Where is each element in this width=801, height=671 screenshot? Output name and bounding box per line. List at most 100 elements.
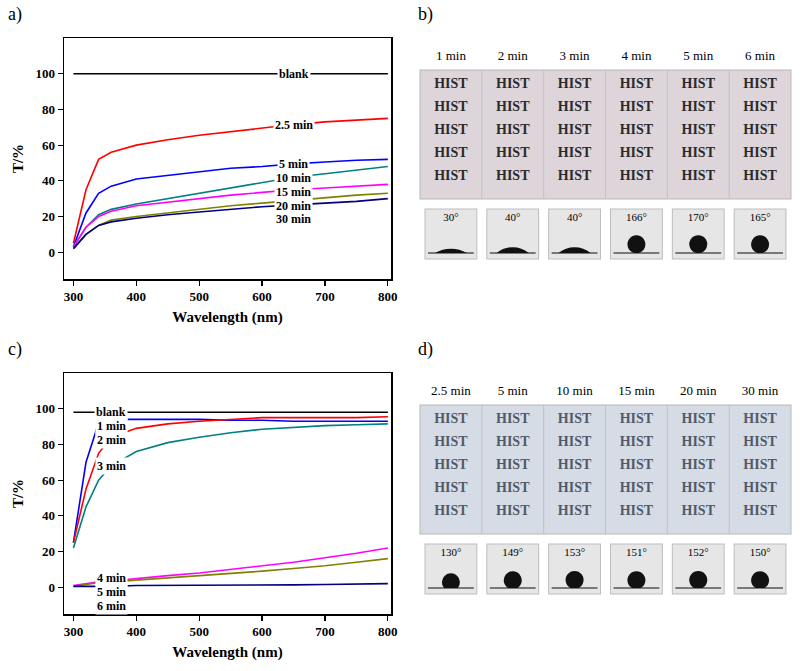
svg-text:HIST: HIST <box>743 168 777 183</box>
svg-text:0: 0 <box>48 580 55 595</box>
svg-text:HIST: HIST <box>743 457 777 472</box>
svg-text:400: 400 <box>127 289 147 304</box>
svg-text:HIST: HIST <box>434 411 468 426</box>
svg-text:HIST: HIST <box>558 122 592 137</box>
svg-text:40°: 40° <box>567 211 582 223</box>
svg-text:HIST: HIST <box>620 503 654 518</box>
svg-text:HIST: HIST <box>620 457 654 472</box>
svg-text:300: 300 <box>64 289 84 304</box>
svg-text:500: 500 <box>189 624 209 639</box>
svg-text:HIST: HIST <box>496 457 530 472</box>
svg-text:HIST: HIST <box>434 480 468 495</box>
svg-text:10 min: 10 min <box>276 171 311 185</box>
svg-text:Wavelength (nm): Wavelength (nm) <box>172 644 282 661</box>
svg-text:HIST: HIST <box>496 145 530 160</box>
svg-text:20: 20 <box>42 209 55 224</box>
svg-text:2.5 min: 2.5 min <box>275 118 313 132</box>
svg-text:5 min: 5 min <box>498 383 528 398</box>
svg-text:10 min: 10 min <box>556 383 593 398</box>
svg-text:1 min: 1 min <box>436 48 466 63</box>
svg-text:6 min: 6 min <box>97 599 126 613</box>
svg-text:130°: 130° <box>440 546 461 558</box>
svg-text:60: 60 <box>42 138 55 153</box>
svg-text:HIST: HIST <box>682 122 716 137</box>
svg-text:151°: 151° <box>626 546 647 558</box>
svg-text:20: 20 <box>42 544 55 559</box>
svg-text:HIST: HIST <box>743 99 777 114</box>
svg-text:152°: 152° <box>688 546 709 558</box>
svg-text:100: 100 <box>35 401 55 416</box>
svg-text:40: 40 <box>42 173 55 188</box>
svg-text:HIST: HIST <box>743 145 777 160</box>
svg-text:HIST: HIST <box>496 480 530 495</box>
svg-text:HIST: HIST <box>496 168 530 183</box>
svg-text:HIST: HIST <box>620 99 654 114</box>
svg-text:4 min: 4 min <box>621 48 651 63</box>
svg-text:170°: 170° <box>688 211 709 223</box>
svg-text:HIST: HIST <box>682 480 716 495</box>
svg-text:HIST: HIST <box>620 411 654 426</box>
svg-text:600: 600 <box>252 624 272 639</box>
svg-text:HIST: HIST <box>496 99 530 114</box>
svg-text:HIST: HIST <box>743 503 777 518</box>
svg-text:HIST: HIST <box>434 122 468 137</box>
svg-text:40: 40 <box>42 508 55 523</box>
svg-text:400: 400 <box>127 624 147 639</box>
svg-text:1 min: 1 min <box>97 419 126 433</box>
svg-text:153°: 153° <box>564 546 585 558</box>
svg-text:2 min: 2 min <box>97 433 126 447</box>
svg-text:20 min: 20 min <box>680 383 717 398</box>
svg-text:20 min: 20 min <box>276 199 311 213</box>
svg-text:HIST: HIST <box>434 99 468 114</box>
svg-text:300: 300 <box>64 624 84 639</box>
svg-text:30 min: 30 min <box>276 212 311 226</box>
svg-text:0: 0 <box>48 245 55 260</box>
svg-text:166°: 166° <box>626 211 647 223</box>
svg-text:HIST: HIST <box>682 76 716 91</box>
svg-text:HIST: HIST <box>558 434 592 449</box>
svg-text:30 min: 30 min <box>742 383 779 398</box>
svg-text:HIST: HIST <box>434 76 468 91</box>
svg-text:150°: 150° <box>750 546 771 558</box>
svg-text:60: 60 <box>42 473 55 488</box>
svg-text:HIST: HIST <box>496 434 530 449</box>
svg-text:Wavelength (nm): Wavelength (nm) <box>172 309 282 326</box>
svg-text:5 min: 5 min <box>97 585 126 599</box>
svg-text:HIST: HIST <box>558 457 592 472</box>
svg-text:HIST: HIST <box>434 434 468 449</box>
svg-text:2.5 min: 2.5 min <box>431 383 471 398</box>
svg-text:100: 100 <box>35 66 55 81</box>
svg-text:HIST: HIST <box>558 411 592 426</box>
svg-text:800: 800 <box>378 624 398 639</box>
svg-text:HIST: HIST <box>496 503 530 518</box>
svg-text:800: 800 <box>378 289 398 304</box>
svg-text:HIST: HIST <box>682 411 716 426</box>
svg-text:HIST: HIST <box>682 503 716 518</box>
svg-text:149°: 149° <box>502 546 523 558</box>
svg-text:HIST: HIST <box>496 76 530 91</box>
svg-text:HIST: HIST <box>558 76 592 91</box>
svg-text:HIST: HIST <box>743 434 777 449</box>
svg-text:80: 80 <box>42 437 55 452</box>
svg-text:HIST: HIST <box>620 434 654 449</box>
svg-text:6 min: 6 min <box>745 48 775 63</box>
svg-text:30°: 30° <box>443 211 458 223</box>
svg-text:600: 600 <box>252 289 272 304</box>
svg-text:700: 700 <box>315 624 335 639</box>
svg-text:500: 500 <box>189 289 209 304</box>
svg-text:HIST: HIST <box>558 503 592 518</box>
svg-text:HIST: HIST <box>558 145 592 160</box>
svg-text:HIST: HIST <box>743 122 777 137</box>
svg-text:5 min: 5 min <box>683 48 713 63</box>
svg-text:40°: 40° <box>505 211 520 223</box>
svg-text:T/%: T/% <box>10 144 26 173</box>
svg-text:3 min: 3 min <box>560 48 590 63</box>
svg-text:HIST: HIST <box>496 411 530 426</box>
svg-text:HIST: HIST <box>620 145 654 160</box>
svg-text:80: 80 <box>42 102 55 117</box>
svg-text:HIST: HIST <box>620 480 654 495</box>
svg-text:HIST: HIST <box>558 168 592 183</box>
svg-text:5 min: 5 min <box>279 157 308 171</box>
svg-text:HIST: HIST <box>434 168 468 183</box>
svg-text:HIST: HIST <box>682 99 716 114</box>
